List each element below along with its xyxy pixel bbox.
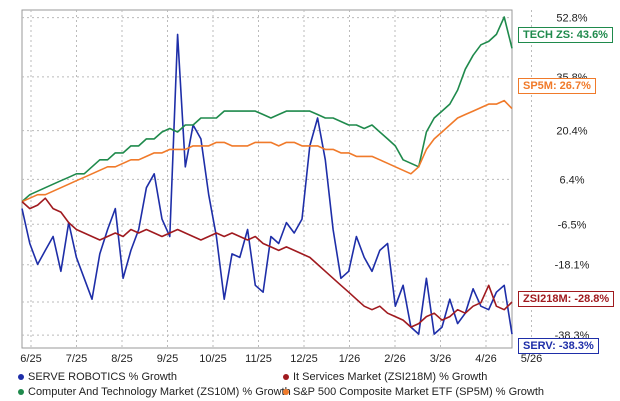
x-tick-label: 10/25	[199, 353, 227, 365]
end-label-series-1: TECH ZS: 43.6%	[518, 27, 613, 43]
legend-item-sp500: S&P 500 Composite Market ETF (SP5M) % Gr…	[283, 386, 544, 398]
x-tick-label: 12/25	[290, 353, 318, 365]
series-line-0	[21, 33, 513, 335]
y-tick-label: -6.5%	[558, 219, 587, 231]
series-line-1	[21, 16, 513, 203]
series-lines	[21, 16, 513, 335]
series-line-2	[21, 99, 513, 203]
x-axis-ticks: 6/25 7/25 8/25 9/25 10/25 11/25 12/25 1/26 2/26 3…	[20, 353, 542, 365]
end-label-series-2: SP5M: 26.7%	[518, 78, 596, 94]
end-label-series-3: ZSI218M: -28.8%	[518, 291, 615, 307]
y-tick-label: 52.8%	[556, 13, 587, 25]
legend-swatch-it-services	[283, 374, 289, 381]
x-tick-label: 7/25	[66, 353, 87, 365]
x-tick-label: 6/25	[20, 353, 41, 365]
x-tick-label: 9/25	[157, 353, 178, 365]
x-tick-label: 5/26	[521, 353, 542, 365]
y-tick-label: -18.1%	[555, 260, 590, 272]
legend-item-serve: SERVE ROBOTICS % Growth	[18, 371, 177, 383]
x-tick-label: 4/26	[475, 353, 496, 365]
legend-swatch-tech	[18, 389, 24, 396]
legend-item-tech: Computer And Technology Market (ZS10M) %…	[18, 386, 291, 398]
legend-item-it-services: It Services Market (ZSI218M) % Growth	[283, 371, 487, 383]
y-tick-label: 20.4%	[556, 126, 587, 138]
x-tick-label: 2/26	[384, 353, 405, 365]
end-label-series-0: SERV: -38.3%	[518, 338, 599, 354]
x-tick-label: 8/25	[111, 353, 132, 365]
x-tick-label: 1/26	[339, 353, 360, 365]
legend-swatch-serve	[18, 374, 24, 381]
y-tick-label: 6.4%	[559, 174, 584, 186]
series-line-3	[21, 197, 513, 328]
x-tick-label: 11/25	[245, 353, 272, 365]
legend-swatch-sp500	[283, 389, 289, 396]
x-tick-label: 3/26	[430, 353, 451, 365]
grid-lines	[21, 9, 532, 349]
